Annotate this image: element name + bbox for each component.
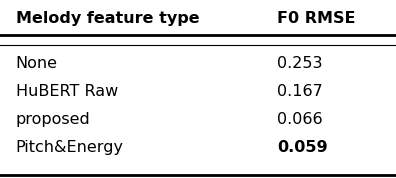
- Text: Melody feature type: Melody feature type: [16, 11, 200, 26]
- Text: proposed: proposed: [16, 112, 91, 127]
- Text: 0.066: 0.066: [277, 112, 323, 127]
- Text: 0.167: 0.167: [277, 84, 323, 99]
- Text: 0.059: 0.059: [277, 140, 328, 155]
- Text: Pitch&Energy: Pitch&Energy: [16, 140, 124, 155]
- Text: F0 RMSE: F0 RMSE: [277, 11, 356, 26]
- Text: HuBERT Raw: HuBERT Raw: [16, 84, 118, 99]
- Text: 0.253: 0.253: [277, 56, 323, 71]
- Text: None: None: [16, 56, 58, 71]
